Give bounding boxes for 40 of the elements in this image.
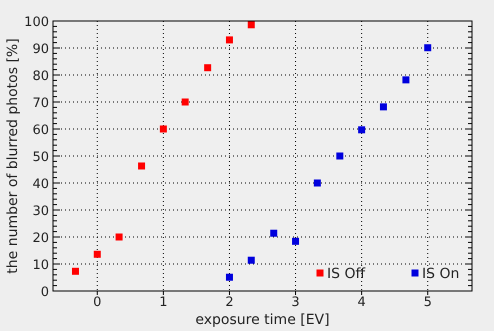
point bbox=[402, 76, 410, 84]
point bbox=[336, 152, 344, 160]
point bbox=[94, 250, 101, 258]
y-axis-title: the number of blurred photos [%] bbox=[5, 38, 21, 274]
x-tick-label: 3 bbox=[291, 295, 300, 310]
y-tick-label: 100 bbox=[24, 15, 49, 30]
y-tick-label: 30 bbox=[32, 204, 49, 219]
point bbox=[380, 103, 387, 110]
x-tick-label: 1 bbox=[159, 295, 168, 310]
legend-label: IS Off bbox=[327, 266, 366, 282]
x-axis-title: exposure time [EV] bbox=[195, 312, 330, 328]
point bbox=[160, 126, 167, 132]
point bbox=[424, 44, 432, 52]
point bbox=[248, 21, 255, 28]
point bbox=[292, 238, 300, 245]
point bbox=[270, 230, 278, 237]
y-tick-label: 0 bbox=[40, 285, 49, 300]
point bbox=[138, 162, 146, 170]
y-tick-label: 50 bbox=[32, 150, 49, 165]
y-tick-label: 20 bbox=[32, 231, 49, 246]
y-tick-label: 70 bbox=[32, 96, 49, 111]
x-tick-label: 4 bbox=[357, 295, 366, 310]
point bbox=[314, 180, 321, 186]
point bbox=[248, 256, 255, 264]
y-tick-label: 90 bbox=[32, 42, 49, 57]
point bbox=[226, 274, 233, 281]
point bbox=[226, 36, 233, 44]
point bbox=[182, 98, 189, 106]
x-tick-label: 5 bbox=[424, 295, 432, 310]
x-tick-label: 0 bbox=[93, 295, 102, 310]
point bbox=[72, 268, 79, 275]
y-tick-label: 10 bbox=[32, 258, 49, 273]
point bbox=[204, 64, 212, 72]
x-tick-label: 2 bbox=[225, 295, 234, 310]
y-tick-label: 80 bbox=[32, 69, 49, 84]
y-tick-label: 40 bbox=[32, 177, 49, 192]
legend-label: IS On bbox=[422, 266, 460, 282]
y-tick-label: 60 bbox=[32, 123, 49, 138]
point bbox=[116, 234, 123, 240]
point bbox=[358, 126, 366, 134]
